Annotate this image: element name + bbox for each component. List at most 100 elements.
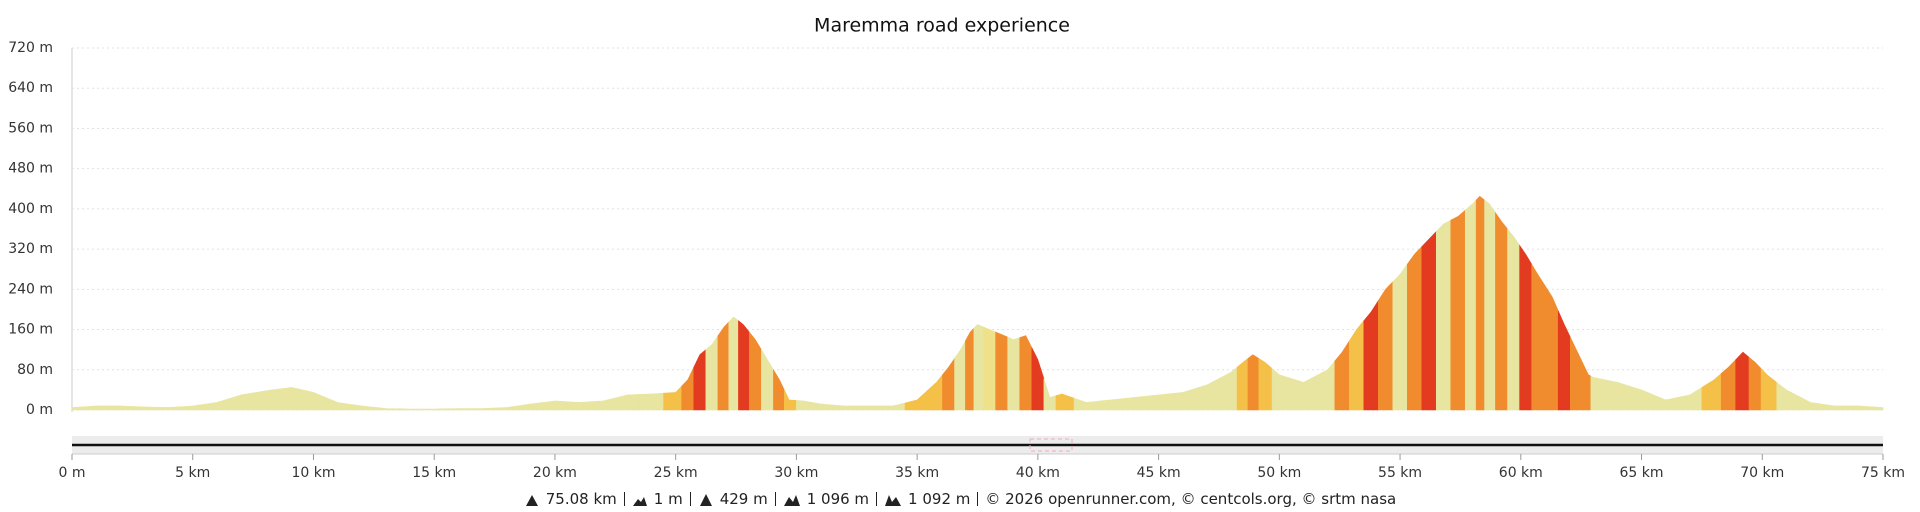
y-tick-label: 560 m — [8, 120, 53, 136]
elevation-segment — [421, 408, 447, 411]
x-tick-label: 25 km — [654, 465, 698, 480]
elevation-segment — [1334, 339, 1350, 411]
elevation-segment — [1007, 336, 1021, 411]
elevation-segment — [1122, 395, 1147, 411]
elevation-segment — [832, 404, 858, 411]
elevation-segment — [965, 327, 975, 411]
elevation-segment — [1748, 356, 1762, 411]
elevation-segment — [995, 331, 1008, 411]
y-tick-label: 160 m — [8, 322, 53, 338]
elevation-segment — [349, 403, 375, 411]
x-tick-label: 5 km — [175, 465, 210, 480]
elevation-segment — [1407, 245, 1423, 411]
elevation-segment — [566, 401, 592, 411]
x-tick-label: 55 km — [1378, 465, 1422, 480]
elevation-segment — [1605, 379, 1630, 411]
elevation-segment — [1194, 378, 1220, 411]
distance-text: 75.08 km — [545, 490, 617, 508]
x-tick-label: 45 km — [1137, 465, 1181, 480]
x-tick-label: 30 km — [774, 465, 818, 480]
elevation-segment — [1531, 263, 1546, 411]
elevation-segment — [926, 373, 943, 411]
elevation-segment — [228, 392, 254, 411]
elevation-segment — [1484, 199, 1496, 411]
elevation-segment — [397, 408, 423, 411]
elevation-segment — [1544, 284, 1559, 411]
elevation-segment — [494, 405, 520, 411]
elevation-segment — [1258, 357, 1273, 411]
y-tick-label: 720 m — [8, 40, 53, 56]
elevation-segment — [1629, 385, 1654, 411]
y-tick-label: 640 m — [8, 80, 53, 96]
elevation-segment — [1798, 395, 1823, 411]
elevation-segment — [1464, 199, 1477, 411]
x-tick-label: 65 km — [1620, 465, 1664, 480]
elevation-segment — [1218, 366, 1238, 411]
y-tick-label: 320 m — [8, 241, 53, 257]
elevation-segment — [373, 406, 399, 411]
elevation-segment — [1653, 394, 1679, 411]
elevation-segment — [1271, 367, 1292, 411]
elevation-segment — [1507, 228, 1520, 411]
x-tick-label: 70 km — [1740, 465, 1784, 480]
elevation-segment — [71, 406, 85, 411]
x-tick-label: 0 m — [59, 465, 86, 480]
elevation-segment — [1236, 357, 1249, 411]
elevation-segment — [784, 389, 797, 411]
elevation-segment — [1760, 367, 1778, 411]
elevation-segment — [132, 406, 157, 411]
x-tick-label: 35 km — [895, 465, 939, 480]
elevation-segment — [639, 392, 664, 411]
elevation-segment — [1720, 358, 1737, 411]
x-tick-label: 15 km — [412, 465, 456, 480]
elevation-segment — [761, 348, 774, 411]
elevation-segment — [693, 349, 707, 411]
elevation-segment — [717, 321, 730, 411]
elevation-segment — [681, 367, 695, 411]
elevation-segment — [773, 368, 785, 411]
elevation-segment — [156, 406, 181, 411]
x-tick-label: 75 km — [1861, 465, 1905, 480]
y-tick-label: 80 m — [17, 362, 53, 378]
elevation-segment — [1170, 388, 1196, 411]
elevation-segment — [1291, 375, 1316, 411]
elevation-segment — [614, 394, 640, 411]
elevation-segment — [542, 400, 568, 411]
elevation-segment — [470, 407, 495, 411]
elevation-segment — [1870, 406, 1884, 411]
elevation-segment — [1435, 219, 1452, 411]
y-tick-label: 400 m — [8, 201, 53, 217]
elevation-segment — [325, 396, 350, 411]
x-tick-label: 20 km — [533, 465, 577, 480]
elevation-segment — [1019, 335, 1033, 411]
elevation-segment — [796, 400, 813, 411]
min-elevation-text: 1 m — [653, 490, 683, 508]
elevation-segment — [1421, 230, 1437, 411]
elevation-segment — [1097, 398, 1123, 411]
elevation-segment — [180, 403, 206, 411]
max-elevation: 429 m — [691, 492, 776, 507]
elevation-segment — [856, 405, 882, 411]
descent: 1 092 m — [877, 490, 979, 508]
credits: © 2026 openrunner.com, © centcols.org, ©… — [985, 490, 1397, 508]
elevation-segment — [252, 388, 279, 411]
x-tick-label: 40 km — [1016, 465, 1060, 480]
descent-text: 1 092 m — [908, 490, 971, 508]
elevation-segment — [1349, 319, 1365, 411]
chart: Maremma road experience 0 m 80 m 160 m 240 … — [8, 15, 1905, 481]
elevation-segment — [1392, 263, 1408, 411]
elevation-segment — [302, 389, 326, 411]
footer: 75.08 km 1 m 429 m 1 096 m 1 092 m © 202… — [0, 490, 1920, 508]
elevation-segment — [445, 408, 471, 411]
distance: 75.08 km — [517, 490, 625, 508]
elevation-segment — [749, 331, 762, 411]
elevation-segment — [1055, 393, 1075, 411]
elevation-segment — [1378, 281, 1394, 411]
elevation-segment — [1146, 393, 1171, 411]
y-tick-label: 480 m — [8, 161, 53, 177]
elevation-segment — [973, 324, 984, 411]
y-tick-label: 240 m — [8, 281, 53, 297]
elevation-segment — [1846, 405, 1872, 411]
elevation-segment — [590, 397, 616, 411]
